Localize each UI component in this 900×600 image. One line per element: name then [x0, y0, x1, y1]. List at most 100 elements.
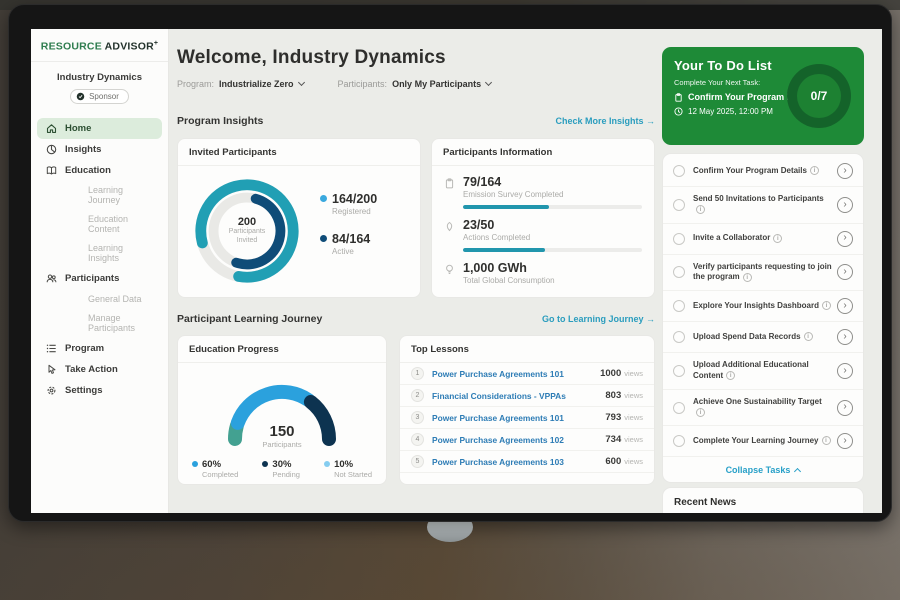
- monitor-bezel: RESOURCE ADVISOR+ Industry Dynamics Spon…: [8, 4, 892, 522]
- sidebar-item[interactable]: Home: [37, 118, 162, 139]
- sidebar-item[interactable]: Learning Journey: [37, 181, 162, 210]
- lesson-link[interactable]: Power Purchase Agreements 101: [432, 413, 605, 423]
- photo-background: RESOURCE ADVISOR+ Industry Dynamics Spon…: [0, 0, 900, 600]
- education-gauge-chart: 150 Participants: [217, 375, 347, 449]
- task-checkbox[interactable]: [673, 165, 685, 177]
- task-open-button[interactable]: [837, 231, 853, 247]
- program-select[interactable]: Program: Industrialize Zero: [177, 79, 304, 89]
- lesson-link[interactable]: Financial Considerations - VPPAs: [432, 391, 605, 401]
- sidebar-item-label: Program: [65, 343, 104, 354]
- go-to-learning-journey-link[interactable]: Go to Learning Journey: [542, 314, 655, 324]
- info-icon[interactable]: [743, 273, 752, 282]
- task-open-button[interactable]: [837, 298, 853, 314]
- participants-value: Only My Participants: [392, 79, 481, 89]
- filters-row: Program: Industrialize Zero Participants…: [177, 79, 655, 89]
- task-label: Confirm Your Program Details: [693, 166, 832, 177]
- info-icon[interactable]: [696, 408, 705, 417]
- task-row: Upload Additional Educational Content: [663, 353, 863, 390]
- sidebar-item-label: Learning Insights: [88, 243, 153, 263]
- info-icon[interactable]: [822, 301, 831, 310]
- sidebar-item[interactable]: Program: [37, 338, 162, 359]
- info-icon[interactable]: [810, 166, 819, 175]
- lesson-rank-badge: 3: [411, 411, 424, 424]
- info-icon[interactable]: [822, 436, 831, 445]
- task-checkbox[interactable]: [673, 365, 685, 377]
- sidebar-item[interactable]: Participants: [37, 268, 162, 289]
- legend-dot: [192, 461, 198, 467]
- task-row: Achieve One Sustainability Target: [663, 390, 863, 427]
- page-title: Welcome, Industry Dynamics: [177, 47, 655, 69]
- home-icon: [46, 123, 57, 134]
- stat-label: Total Global Consumption: [463, 276, 555, 285]
- sidebar-item[interactable]: Take Action: [37, 359, 162, 380]
- sidebar-item[interactable]: General Data: [37, 289, 162, 309]
- todo-tasks-card: Confirm Your Program Details Send 50 Inv…: [662, 153, 864, 483]
- sidebar-item[interactable]: Education Content: [37, 210, 162, 239]
- task-label: Upload Additional Educational Content: [693, 360, 832, 382]
- check-more-insights-link[interactable]: Check More Insights: [555, 116, 655, 126]
- education-progress-card: Education Progress 150 Participants: [177, 335, 387, 485]
- sidebar-item[interactable]: Settings: [37, 380, 162, 401]
- task-checkbox[interactable]: [673, 435, 685, 447]
- info-icon[interactable]: [726, 371, 735, 380]
- participants-select[interactable]: Participants: Only My Participants: [338, 79, 492, 89]
- lesson-views-label: views: [624, 369, 643, 378]
- info-icon[interactable]: [773, 234, 782, 243]
- program-insights-title: Program Insights: [177, 115, 263, 127]
- task-label: Explore Your Insights Dashboard: [693, 301, 832, 312]
- legend-value: 164/200: [332, 192, 377, 206]
- stat-label: Emission Survey Completed: [463, 190, 563, 199]
- task-label: Send 50 Invitations to Participants: [693, 194, 832, 216]
- lesson-row: 5 Power Purchase Agreements 103 600 view…: [400, 451, 654, 473]
- legend-label: Registered: [332, 207, 377, 216]
- lesson-row: 3 Power Purchase Agreements 101 793 view…: [400, 407, 654, 429]
- stat-value: 23/50: [463, 218, 530, 232]
- lesson-link[interactable]: Power Purchase Agreements 102: [432, 435, 605, 445]
- task-checkbox[interactable]: [673, 233, 685, 245]
- sidebar-item-label: Participants: [65, 273, 119, 284]
- legend-dot: [320, 235, 327, 242]
- task-open-button[interactable]: [837, 329, 853, 345]
- stat-value: 1,000 GWh: [463, 261, 555, 275]
- task-checkbox[interactable]: [673, 266, 685, 278]
- program-icon: [46, 343, 57, 354]
- task-open-button[interactable]: [837, 400, 853, 416]
- legend-item: 84/164 Active: [320, 232, 377, 256]
- info-icon[interactable]: [696, 205, 705, 214]
- sponsor-badge: Sponsor: [70, 89, 129, 104]
- sidebar-item-label: Take Action: [65, 364, 118, 375]
- sidebar-item[interactable]: Insights: [37, 139, 162, 160]
- collapse-tasks-link[interactable]: Collapse Tasks: [663, 457, 863, 481]
- legend-item: 164/200 Registered: [320, 192, 377, 216]
- task-open-button[interactable]: [837, 197, 853, 213]
- lesson-link[interactable]: Power Purchase Agreements 103: [432, 457, 605, 467]
- task-checkbox[interactable]: [673, 331, 685, 343]
- sidebar-item-label: Insights: [65, 144, 101, 155]
- app-screen: RESOURCE ADVISOR+ Industry Dynamics Spon…: [31, 29, 882, 513]
- task-label: Invite a Collaborator: [693, 233, 832, 244]
- lesson-views-count: 600: [605, 456, 621, 467]
- task-open-button[interactable]: [837, 264, 853, 280]
- task-open-button[interactable]: [837, 363, 853, 379]
- lesson-rank-badge: 5: [411, 455, 424, 468]
- chevron-down-icon: [485, 79, 492, 86]
- sidebar-item-label: Home: [65, 123, 91, 134]
- participants-information-title: Participants Information: [432, 139, 654, 166]
- task-open-button[interactable]: [837, 433, 853, 449]
- task-open-button[interactable]: [837, 163, 853, 179]
- task-checkbox[interactable]: [673, 300, 685, 312]
- task-checkbox[interactable]: [673, 199, 685, 211]
- legend-label: Not Started: [334, 470, 372, 479]
- legend-dot: [262, 461, 268, 467]
- info-icon[interactable]: [804, 332, 813, 341]
- main-content: Welcome, Industry Dynamics Program: Indu…: [177, 29, 655, 513]
- lesson-link[interactable]: Power Purchase Agreements 101: [432, 369, 600, 379]
- sidebar-item[interactable]: Learning Insights: [37, 239, 162, 268]
- sidebar-item-label: Education Content: [88, 214, 153, 234]
- logo-advisor: ADVISOR: [105, 41, 154, 53]
- sidebar-item[interactable]: Manage Participants: [37, 309, 162, 338]
- legend-item: 60% Completed: [192, 459, 238, 479]
- task-checkbox[interactable]: [673, 402, 685, 414]
- sidebar-item-label: Education: [65, 165, 111, 176]
- sidebar-item[interactable]: Education: [37, 160, 162, 181]
